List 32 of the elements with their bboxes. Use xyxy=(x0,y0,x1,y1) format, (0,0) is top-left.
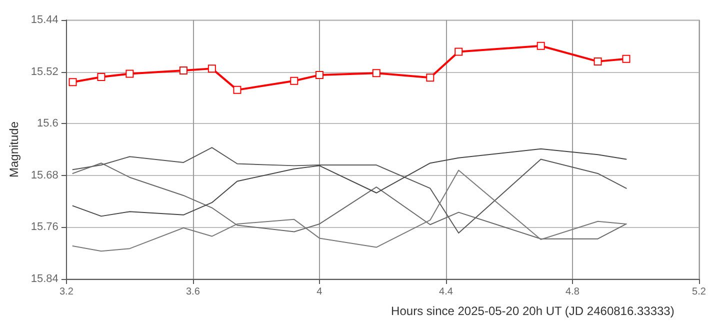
point xyxy=(536,42,545,50)
line-series xyxy=(72,148,627,217)
line-series xyxy=(72,162,627,240)
y-tick-label: 15.6 xyxy=(37,118,58,130)
point xyxy=(68,78,77,86)
x-tick-label: 3.2 xyxy=(59,286,74,298)
y-tick-label: 15.44 xyxy=(30,14,58,26)
x-tick-label: 4.4 xyxy=(439,286,454,298)
point xyxy=(208,64,216,73)
x-tick-label: 5.2 xyxy=(692,286,706,298)
point xyxy=(594,57,602,66)
point xyxy=(290,76,298,85)
point xyxy=(315,71,324,80)
point xyxy=(372,69,380,78)
line-series xyxy=(72,147,627,234)
y-axis-title: Magnitude xyxy=(7,121,21,178)
y-tick-label: 15.76 xyxy=(30,221,58,234)
y-tick-label: 15.68 xyxy=(30,169,58,182)
point xyxy=(126,70,134,78)
line-series xyxy=(72,170,627,252)
x-tick-label: 3.6 xyxy=(186,286,200,298)
point xyxy=(233,86,242,94)
x-tick-label: 4 xyxy=(316,286,323,298)
point xyxy=(622,54,630,63)
point xyxy=(179,66,188,75)
point xyxy=(426,74,434,82)
y-tick-label: 15.52 xyxy=(30,66,58,78)
point xyxy=(454,48,463,56)
y-tick-label: 15.84 xyxy=(30,273,58,285)
x-axis-title: Hours since 2025-05-20 20h UT (JD 2460816.33333) xyxy=(391,304,674,318)
x-tick-label: 4.8 xyxy=(566,286,580,298)
point xyxy=(97,72,106,81)
